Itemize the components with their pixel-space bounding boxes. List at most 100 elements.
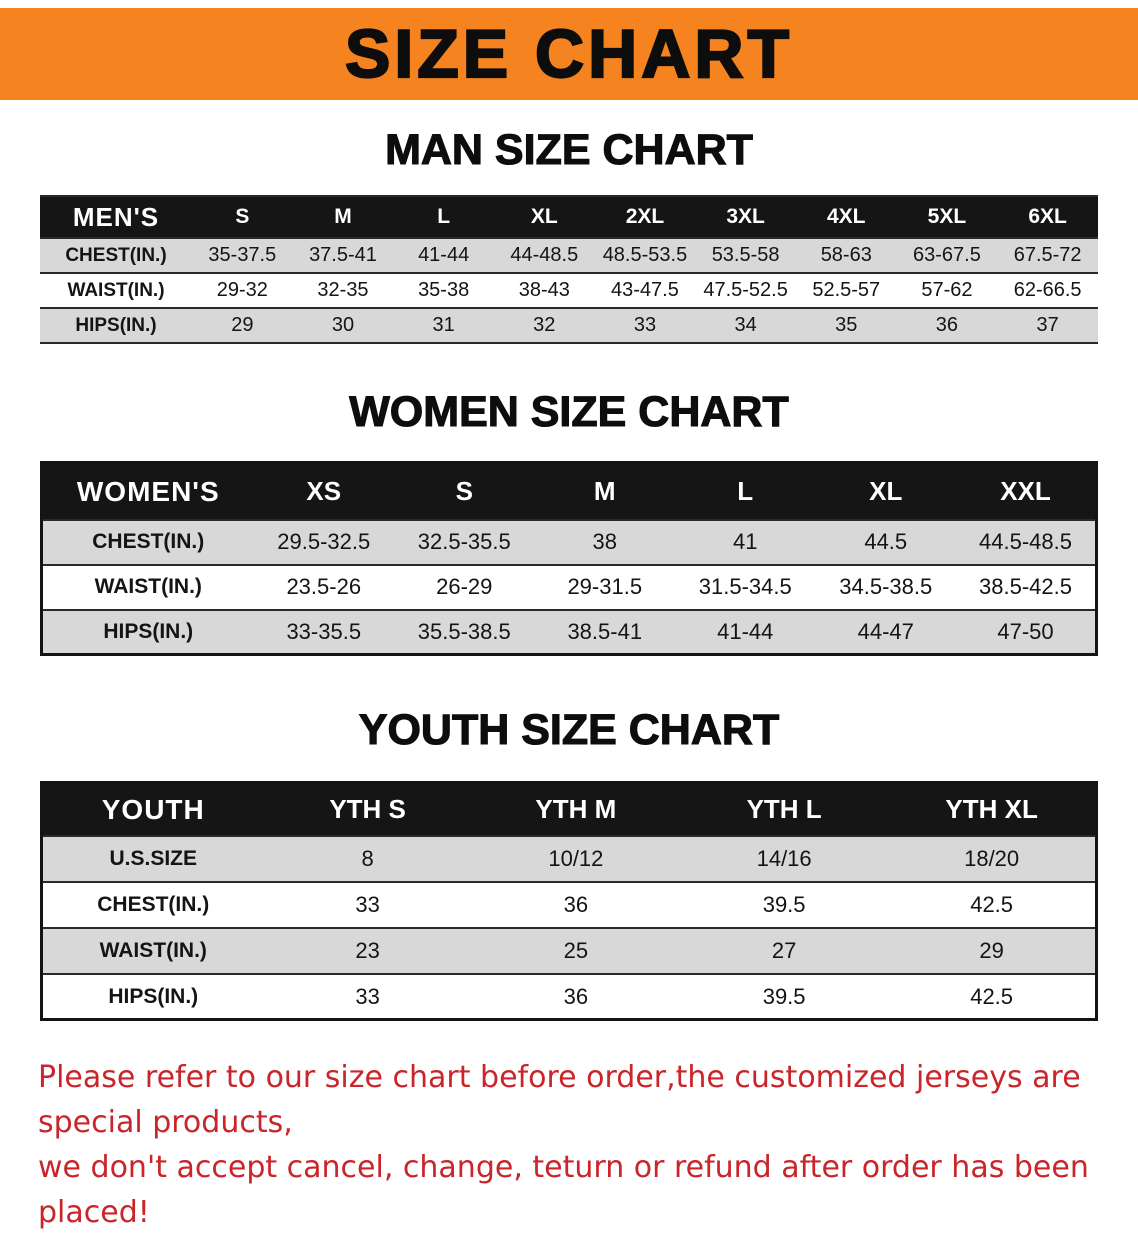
table-cell: 29	[231, 314, 254, 337]
table-row: CHEST(IN.) 35-37.5 37.5-41 41-44 44-48.5…	[40, 238, 1098, 274]
header-cell: S	[394, 462, 535, 520]
table-row: CHEST(IN.) 29.5-32.5 32.5-35.5 38 41 44.…	[41, 519, 1097, 565]
women-header-row: WOMEN'S XS S M L XL XXL	[41, 462, 1097, 520]
footer-note: Please refer to our size chart before or…	[38, 1055, 1100, 1235]
table-cell: 58-63	[820, 244, 872, 267]
header-cell: S	[192, 196, 293, 239]
table-cell: 33-35.5	[286, 619, 362, 645]
table-row: HIPS(IN.) 29 30 31 32 33 34 35 36 37	[40, 308, 1098, 344]
table-cell: 62-66.5	[1013, 279, 1082, 302]
table-cell: 36	[563, 983, 589, 1009]
header-cell: 2XL	[594, 196, 696, 239]
table-cell: 47.5-52.5	[703, 279, 788, 302]
header-cell: XL	[815, 462, 956, 520]
table-row: WAIST(IN.) 29-32 32-35 35-38 38-43 43-47…	[40, 273, 1098, 309]
table-cell: 38.5-41	[567, 619, 643, 645]
men-section-heading: MAN SIZE CHART	[385, 126, 754, 174]
table-cell: 33	[633, 314, 657, 337]
table-row: WAIST(IN.) 23.5-26 26-29 29-31.5 31.5-34…	[41, 564, 1097, 610]
footer-note-line2: we don't accept cancel, change, teturn o…	[38, 1150, 1089, 1231]
row-label: HIPS(IN.)	[75, 314, 157, 336]
header-cell: YTH M	[471, 782, 680, 836]
header-cell: 4XL	[795, 196, 897, 239]
table-cell: 31	[432, 314, 455, 337]
table-cell: 39.5	[762, 891, 806, 917]
row-label: U.S.SIZE	[109, 846, 198, 870]
youth-header-row: YOUTH YTH S YTH M YTH L YTH XL	[41, 782, 1097, 836]
women-size-table: WOMEN'S XS S M L XL XXL CHEST(IN.) 29.5-…	[40, 461, 1098, 657]
row-label: WAIST(IN.)	[94, 575, 202, 599]
header-cell: XXL	[956, 462, 1097, 520]
table-cell: 34	[734, 314, 757, 337]
table-cell: 44.5	[864, 529, 908, 555]
table-cell: 37.5-41	[309, 244, 377, 267]
table-cell: 30	[331, 314, 355, 337]
header-cell: L	[675, 462, 816, 520]
page-title: SIZE CHART	[344, 16, 793, 92]
table-cell: 35-38	[418, 279, 470, 302]
table-cell: 18/20	[964, 845, 1020, 871]
header-cell: YTH S	[263, 782, 472, 836]
table-cell: 29-32	[216, 279, 268, 302]
table-cell: 39.5	[762, 983, 806, 1009]
men-size-table: MEN'S S M L XL 2XL 3XL 4XL 5XL 6XL CHEST…	[40, 195, 1098, 345]
table-cell: 25	[563, 937, 589, 963]
row-label: CHEST(IN.)	[92, 530, 205, 554]
header-cell: 5XL	[896, 196, 998, 239]
table-cell: 41	[733, 529, 758, 555]
men-corner-label: MEN'S	[40, 196, 192, 239]
youth-size-table: YOUTH YTH S YTH M YTH L YTH XL U.S.SIZE …	[40, 781, 1098, 1022]
table-cell: 37	[1036, 314, 1059, 337]
table-cell: 29	[979, 937, 1004, 963]
table-cell: 32	[533, 314, 556, 337]
header-cell: YTH XL	[888, 782, 1097, 836]
table-cell: 42.5	[970, 891, 1014, 917]
table-cell: 47-50	[997, 619, 1054, 645]
table-cell: 27	[771, 937, 797, 963]
header-cell: 3XL	[695, 196, 796, 239]
table-cell: 44-47	[857, 619, 914, 645]
table-cell: 8	[361, 845, 374, 871]
youth-corner-label: YOUTH	[41, 782, 264, 836]
row-label: CHEST(IN.)	[97, 892, 210, 916]
row-label: WAIST(IN.)	[67, 279, 165, 301]
row-label: HIPS(IN.)	[103, 620, 194, 644]
table-row: CHEST(IN.) 33 36 39.5 42.5	[41, 881, 1097, 928]
table-row: HIPS(IN.) 33-35.5 35.5-38.5 38.5-41 41-4…	[41, 609, 1097, 655]
table-row: WAIST(IN.) 23 25 27 29	[41, 927, 1097, 974]
table-cell: 36	[935, 314, 959, 337]
table-cell: 36	[563, 891, 589, 917]
header-cell: L	[393, 196, 494, 239]
table-cell: 35.5-38.5	[417, 619, 511, 645]
table-cell: 57-62	[921, 279, 973, 302]
row-label: HIPS(IN.)	[108, 984, 199, 1008]
row-label: CHEST(IN.)	[65, 244, 167, 266]
table-row: U.S.SIZE 8 10/12 14/16 18/20	[41, 835, 1097, 882]
header-cell: YTH L	[680, 782, 889, 836]
table-cell: 33	[355, 891, 380, 917]
table-cell: 23.5-26	[286, 574, 362, 600]
table-cell: 35	[835, 314, 858, 337]
table-cell: 41-44	[418, 244, 470, 267]
table-cell: 32.5-35.5	[417, 529, 511, 555]
table-cell: 53.5-58	[711, 244, 780, 267]
table-cell: 14/16	[756, 845, 812, 871]
women-corner-label: WOMEN'S	[41, 462, 254, 520]
table-cell: 48.5-53.5	[602, 244, 688, 267]
table-cell: 44-48.5	[510, 244, 579, 267]
footer-note-line1: Please refer to our size chart before or…	[38, 1060, 1081, 1141]
table-cell: 23	[355, 937, 380, 963]
row-label: WAIST(IN.)	[99, 938, 207, 962]
table-cell: 41-44	[717, 619, 774, 645]
header-cell: M	[292, 196, 394, 239]
men-header-row: MEN'S S M L XL 2XL 3XL 4XL 5XL 6XL	[40, 196, 1098, 239]
table-cell: 67.5-72	[1013, 244, 1082, 267]
banner: SIZE CHART	[0, 8, 1138, 100]
table-cell: 10/12	[548, 845, 604, 871]
header-cell: XL	[493, 196, 595, 239]
table-cell: 32-35	[317, 279, 369, 302]
table-cell: 52.5-57	[812, 279, 881, 302]
table-cell: 63-67.5	[913, 244, 981, 267]
table-cell: 26-29	[436, 574, 493, 600]
table-cell: 38-43	[518, 279, 570, 302]
